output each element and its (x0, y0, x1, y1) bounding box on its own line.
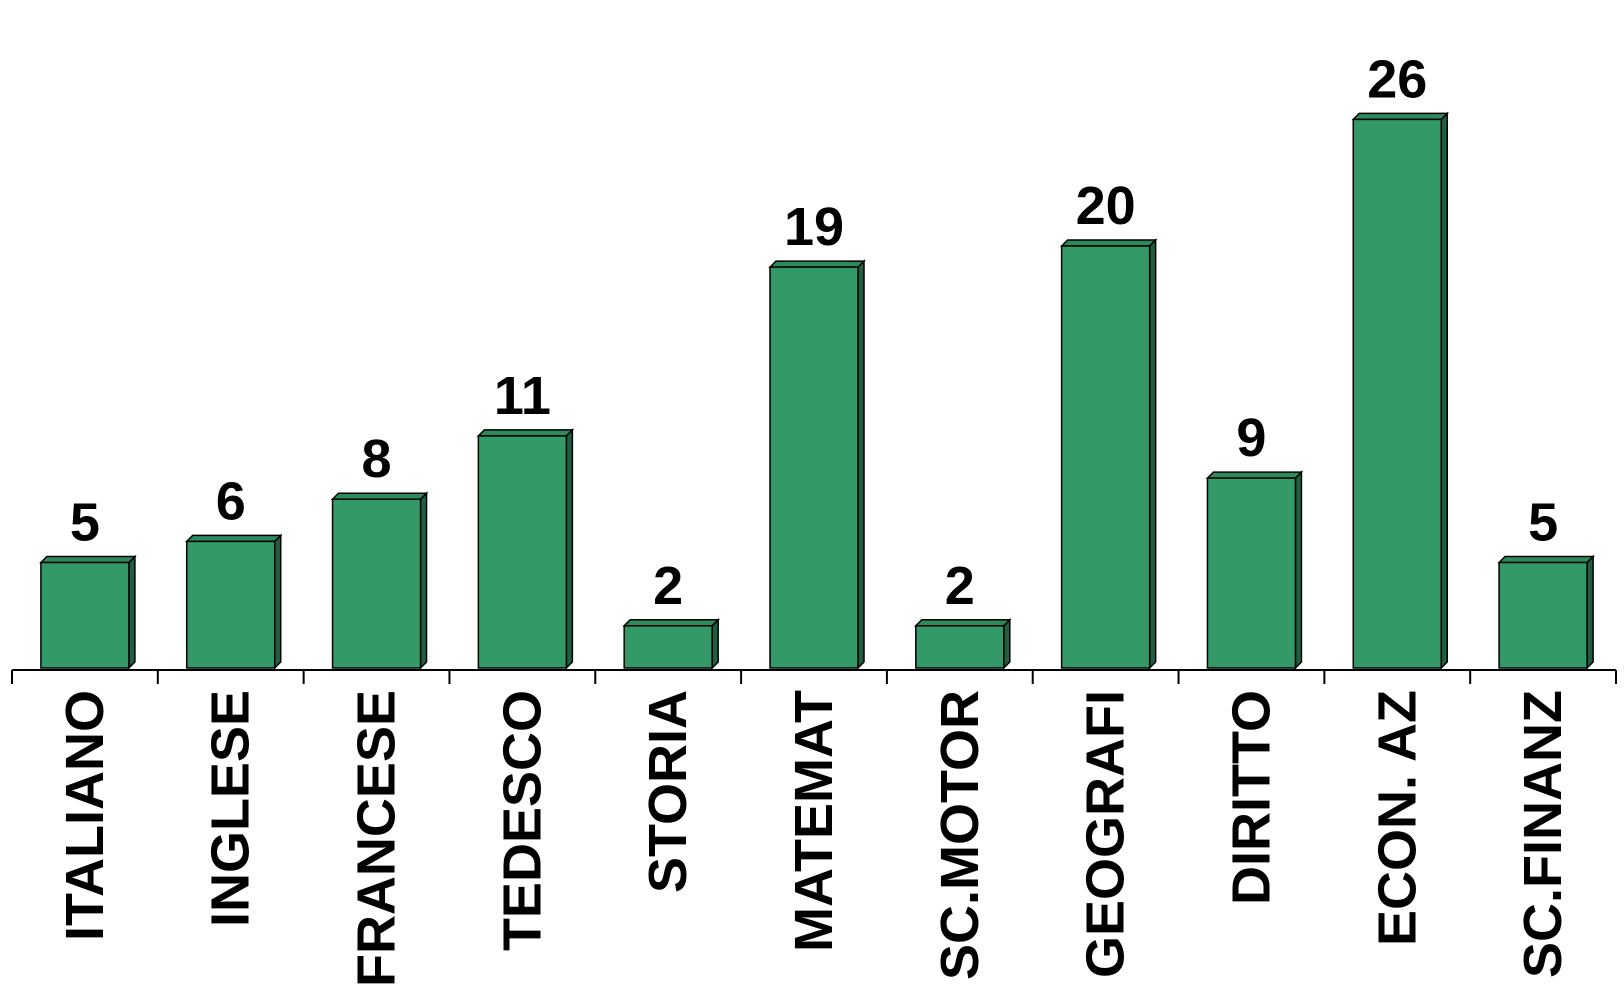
category-label: ITALIANO (55, 690, 115, 941)
bar-front (40, 561, 130, 669)
bar (39, 554, 137, 670)
data-label: 26 (1367, 49, 1427, 109)
category-label: MATEMAT (784, 690, 844, 952)
bar (622, 617, 720, 670)
bar-front (1352, 118, 1443, 669)
bar-front (915, 625, 1005, 669)
bars-group (39, 111, 1595, 670)
bar-side (1148, 238, 1157, 670)
bar-top (1059, 239, 1158, 247)
data-label: 9 (1236, 408, 1266, 468)
bar-side (565, 428, 574, 670)
bar-front (769, 266, 859, 669)
bar (1497, 554, 1595, 670)
bar-side (857, 259, 865, 670)
category-label: TEDESCO (492, 690, 552, 951)
data-label: 6 (216, 471, 246, 531)
data-labels-group: 5 6 8 11 2 19 2 20 9 26 5 (70, 49, 1558, 615)
bar-top (1351, 112, 1450, 121)
data-label: 2 (653, 556, 683, 616)
bar (1205, 470, 1304, 670)
bar (768, 259, 866, 670)
category-labels-group: ITALIANO INGLESE FRANCESE TEDESCO STORIA MATE… (55, 690, 1573, 987)
bar-front (1060, 245, 1151, 669)
bar-side (1586, 554, 1594, 670)
bar-side (128, 554, 136, 670)
bar-front (1206, 477, 1297, 669)
bar-top (768, 260, 866, 268)
bar-side (273, 533, 282, 670)
bar (184, 533, 283, 670)
category-label: DIRITTO (1221, 690, 1281, 905)
bar-front (331, 498, 422, 669)
category-label: SC.FINANZ (1513, 690, 1573, 978)
bar-top (476, 429, 575, 437)
category-label: FRANCESE (347, 690, 407, 987)
bar (1059, 238, 1158, 670)
data-label: 20 (1076, 176, 1136, 236)
bar-front (623, 625, 713, 669)
category-label: GEOGRAFI (1076, 690, 1136, 978)
bar-top (184, 534, 283, 543)
bar (330, 491, 429, 670)
bar-top (39, 555, 137, 564)
bar (914, 617, 1012, 670)
bar-top (622, 619, 720, 627)
bar-front (185, 540, 276, 669)
category-label: INGLESE (201, 690, 261, 927)
category-label: STORIA (638, 690, 698, 893)
bar-top (1205, 471, 1304, 479)
bar-side (711, 617, 719, 670)
bar-top (914, 619, 1012, 627)
data-label: 5 (1528, 493, 1558, 553)
bar-side (419, 491, 428, 670)
category-label: ECON. AZ (1367, 690, 1427, 946)
bar (476, 428, 575, 670)
bar-side (1440, 111, 1449, 670)
data-label: 11 (494, 366, 551, 426)
bar-front (477, 435, 568, 669)
data-label: 2 (945, 556, 975, 616)
bar-side (1294, 470, 1303, 670)
bar (1351, 111, 1450, 670)
bar-side (1003, 617, 1011, 670)
data-label: 8 (362, 429, 392, 489)
bar-front (1498, 561, 1588, 669)
category-label: SC.MOTOR (930, 690, 990, 980)
bar-top (330, 492, 429, 500)
data-label: 19 (784, 197, 844, 257)
data-label: 5 (70, 493, 100, 553)
x-axis (11, 669, 1617, 684)
bar-top (1497, 555, 1595, 564)
